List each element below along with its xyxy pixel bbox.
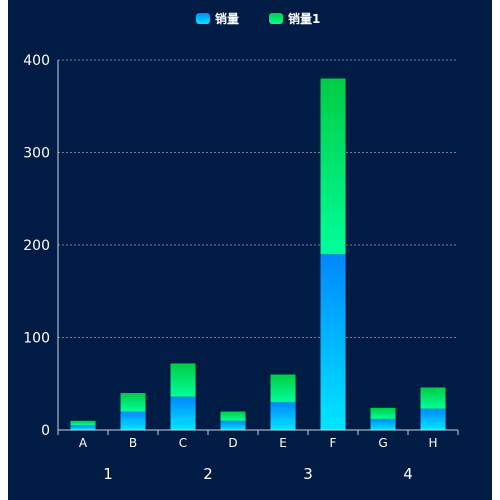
bar-G-series-2[interactable]: [370, 407, 396, 419]
y-tick-label: 100: [23, 331, 50, 347]
y-tick-label: 400: [23, 53, 50, 69]
bar-E-series-1[interactable]: [270, 402, 296, 430]
x-tick-label: H: [428, 436, 437, 450]
x-tick-label: D: [228, 436, 237, 450]
bar-F-series-1[interactable]: [320, 254, 346, 430]
tick-labels: 0 100 200 300 400 A B C D E F G H 1 2 3 4: [23, 53, 437, 483]
x-group-label: 1: [103, 465, 113, 483]
x-tick-label: A: [79, 436, 88, 450]
legend-swatch: [269, 13, 283, 24]
x-tick-label: F: [330, 436, 337, 450]
legend: 销量 销量1: [196, 11, 320, 26]
bar-C-series-2[interactable]: [170, 363, 196, 397]
bar-F-series-2[interactable]: [320, 78, 346, 255]
bar-A-series-1[interactable]: [70, 425, 96, 430]
x-tick-label: E: [279, 436, 287, 450]
bar-B-series-2[interactable]: [120, 393, 146, 412]
bar-H-series-2[interactable]: [420, 387, 446, 409]
y-tick-label: 200: [23, 238, 50, 254]
x-group-label: 4: [403, 465, 413, 483]
legend-label: 销量1: [288, 11, 320, 26]
legend-swatch: [196, 13, 210, 24]
grid-lines: [58, 59, 458, 338]
x-tick-label: G: [378, 436, 387, 450]
legend-item-1[interactable]: 销量: [196, 11, 239, 26]
bar-D-series-1[interactable]: [220, 420, 246, 430]
axes: [57, 60, 459, 435]
bar-H-series-1[interactable]: [420, 408, 446, 430]
bar-B-series-1[interactable]: [120, 411, 146, 431]
chart-panel: 销量 销量1 0 100 200 300 400 A B C D E F G H 1 2 3 4: [8, 0, 492, 500]
x-group-label: 3: [303, 465, 313, 483]
bar-D-series-2[interactable]: [220, 411, 246, 421]
x-group-label: 2: [203, 465, 213, 483]
bar-E-series-2[interactable]: [270, 374, 296, 403]
bars: [70, 78, 446, 431]
legend-item-2[interactable]: 销量1: [269, 11, 320, 26]
x-tick-label: B: [129, 436, 137, 450]
bar-C-series-1[interactable]: [170, 396, 196, 430]
legend-label: 销量: [215, 11, 239, 26]
bar-G-series-1[interactable]: [370, 418, 396, 430]
x-tick-label: C: [179, 436, 187, 450]
y-tick-label: 0: [41, 423, 50, 439]
stacked-bar-chart: 销量 销量1 0 100 200 300 400 A B C D E F G H 1 2 3 4: [23, 11, 459, 483]
y-tick-label: 300: [23, 146, 50, 162]
bar-A-series-2[interactable]: [70, 420, 96, 426]
